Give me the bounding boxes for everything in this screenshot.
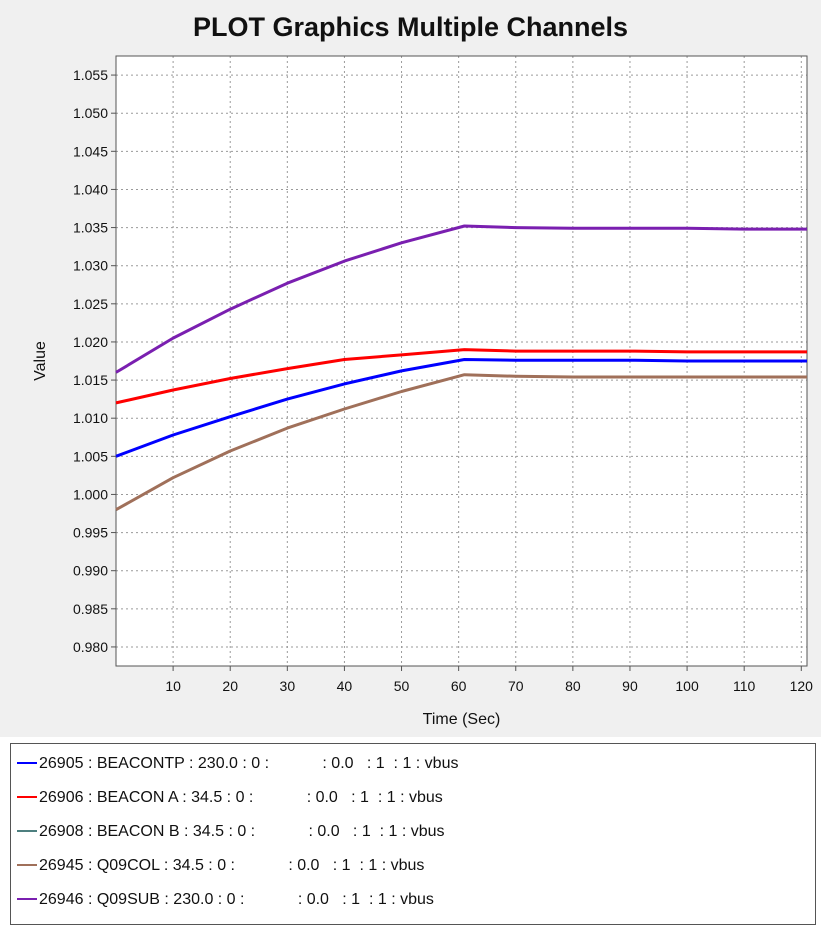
y-tick-label: 0.980 — [73, 639, 108, 655]
legend-item: 26945 : Q09COL : 34.5 : 0 : : 0.0 : 1 : … — [17, 852, 424, 880]
series-line-0 — [115, 358, 807, 458]
x-tick-label: 120 — [790, 678, 814, 694]
legend-label: 26905 : BEACONTP : 230.0 : 0 : : 0.0 : 1… — [39, 755, 459, 772]
x-tick-label: 30 — [280, 678, 296, 694]
legend-label: 26908 : BEACON B : 34.5 : 0 : : 0.0 : 1 … — [39, 823, 445, 840]
legend-label: 26906 : BEACON A : 34.5 : 0 : : 0.0 : 1 … — [39, 789, 443, 806]
x-axis-label: Time (Sec) — [423, 711, 501, 728]
legend-swatch — [17, 829, 37, 832]
y-tick-label: 1.035 — [73, 220, 108, 236]
legend: 26905 : BEACONTP : 230.0 : 0 : : 0.0 : 1… — [10, 743, 816, 925]
y-tick-label: 1.020 — [73, 334, 108, 350]
y-tick-label: 1.025 — [73, 296, 108, 312]
x-tick-label: 40 — [337, 678, 353, 694]
y-axis-label: Value — [32, 341, 49, 381]
y-tick-label: 1.030 — [73, 258, 108, 274]
y-tick-label: 1.045 — [73, 143, 108, 159]
x-tick-label: 10 — [165, 678, 181, 694]
y-tick-label: 0.990 — [73, 563, 108, 579]
x-tick-label: 50 — [394, 678, 410, 694]
legend-label: 26946 : Q09SUB : 230.0 : 0 : : 0.0 : 1 :… — [39, 891, 434, 908]
y-tick-label: 1.015 — [73, 372, 108, 388]
x-tick-label: 90 — [622, 678, 638, 694]
legend-swatch — [17, 761, 37, 764]
y-tick-label: 0.985 — [73, 601, 108, 617]
y-tick-label: 1.055 — [73, 67, 108, 83]
legend-swatch — [17, 863, 37, 866]
y-tick-label: 1.050 — [73, 105, 108, 121]
y-tick-label: 1.000 — [73, 486, 108, 502]
x-tick-label: 20 — [222, 678, 238, 694]
x-tick-label: 100 — [675, 678, 699, 694]
x-tick-label: 80 — [565, 678, 581, 694]
y-tick-label: 1.005 — [73, 448, 108, 464]
series-line-1 — [115, 348, 807, 405]
chart-title: PLOT Graphics Multiple Channels — [192, 12, 629, 42]
x-tick-label: 110 — [733, 678, 756, 694]
legend-label: 26945 : Q09COL : 34.5 : 0 : : 0.0 : 1 : … — [39, 857, 425, 874]
x-tick-label: 60 — [451, 678, 467, 694]
series-line-3 — [115, 373, 807, 512]
legend-item: 26905 : BEACONTP : 230.0 : 0 : : 0.0 : 1… — [17, 750, 458, 778]
legend-item: 26908 : BEACON B : 34.5 : 0 : : 0.0 : 1 … — [17, 818, 445, 846]
legend-swatch — [17, 897, 37, 900]
y-tick-label: 1.010 — [73, 410, 108, 426]
legend-item: 26946 : Q09SUB : 230.0 : 0 : : 0.0 : 1 :… — [17, 886, 434, 914]
y-tick-label: 1.040 — [73, 181, 108, 197]
chart-panel: PLOT Graphics Multiple Channels 0.980 0.9… — [0, 0, 821, 737]
line-chart: 0.980 0.985 0.990 0.995 1.000 1.005 1.010 1.015… — [32, 55, 814, 728]
x-tick-label: 70 — [508, 678, 524, 694]
legend-item: 26906 : BEACON A : 34.5 : 0 : : 0.0 : 1 … — [17, 784, 443, 812]
y-tick-label: 0.995 — [73, 525, 108, 541]
series-line-4 — [115, 224, 807, 374]
legend-swatch — [17, 795, 37, 798]
